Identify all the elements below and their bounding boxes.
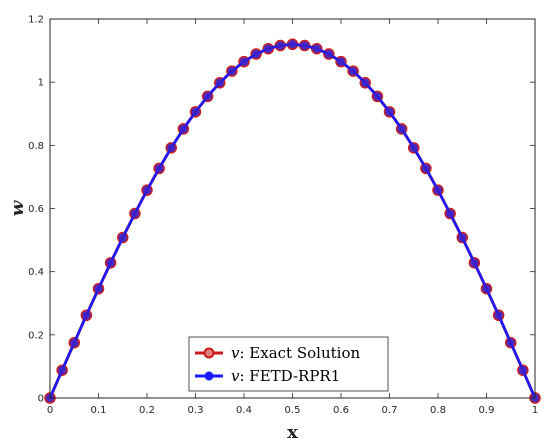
point-fetd [494, 310, 503, 320]
point-fetd [276, 41, 285, 50]
x-axis-title: x [287, 422, 298, 443]
x-tick-label: 0.4 [236, 405, 252, 416]
x-tick-label: 0.6 [333, 405, 349, 416]
y-tick-label: 0.4 [28, 267, 44, 278]
x-tick-label: 0.8 [430, 405, 446, 416]
x-tick-label: 0.3 [188, 405, 204, 416]
point-fetd [142, 185, 152, 195]
point-fetd [506, 338, 516, 348]
point-fetd [191, 107, 200, 117]
point-fetd [457, 233, 467, 242]
point-fetd [421, 164, 431, 173]
point-fetd [239, 57, 249, 66]
x-tick-label: 0.1 [91, 405, 107, 416]
legend-entry-exact: v: Exact Solution [195, 344, 360, 362]
y-tick-label: 0.8 [28, 141, 44, 152]
legend-var-fetd: v [231, 367, 240, 385]
point-fetd [227, 66, 237, 76]
point-fetd [397, 124, 406, 134]
x-tick-label: 0.5 [285, 405, 301, 416]
point-fetd [518, 365, 528, 375]
point-fetd [470, 258, 479, 268]
legend-var-exact: v [231, 344, 240, 362]
point-fetd [118, 233, 128, 242]
x-tick-label: 0 [47, 405, 53, 416]
point-fetd [179, 124, 188, 134]
point-fetd [166, 143, 176, 153]
point-fetd [215, 78, 225, 88]
point-fetd [312, 44, 322, 53]
x-tick-label: 0.7 [382, 405, 398, 416]
point-fetd [263, 44, 273, 53]
point-fetd [57, 365, 67, 375]
point-fetd [154, 164, 164, 173]
point-fetd [94, 284, 103, 294]
legend-entry-fetd: v: FETD-RPR1 [195, 367, 340, 385]
point-fetd [203, 92, 212, 101]
point-fetd [360, 78, 370, 88]
point-fetd [373, 92, 382, 101]
point-fetd [300, 41, 309, 50]
point-fetd [409, 143, 419, 153]
point-fetd [130, 209, 140, 218]
point-fetd [69, 338, 79, 348]
y-tick-label: 0.2 [28, 330, 44, 341]
point-fetd [385, 107, 394, 117]
y-tick-label: 0.6 [28, 204, 44, 215]
point-fetd [348, 66, 358, 76]
y-tick-label: 0 [38, 394, 44, 405]
point-fetd [82, 310, 91, 320]
point-fetd [336, 57, 346, 66]
y-tick-label: 1 [38, 78, 44, 89]
legend-label-exact: v: Exact Solution [231, 344, 360, 362]
legend-swatch-fetd-marker [204, 371, 214, 381]
legend-label-fetd: v: FETD-RPR1 [231, 367, 340, 385]
point-fetd [445, 209, 455, 218]
legend: v: Exact Solution v: FETD-RPR1 [188, 336, 389, 392]
series-layer [44, 38, 541, 404]
legend-box [188, 336, 389, 392]
x-tick-label: 0.9 [479, 405, 495, 416]
point-fetd [288, 39, 297, 49]
plot-frame [49, 18, 536, 399]
legend-swatch-exact-marker [203, 347, 215, 359]
axis-ticks: 0 0.1 0.2 0.3 0.4 0.5 0.6 0.7 0.8 0.9 1 0 0.2 0.4 0.6 0… [28, 15, 538, 417]
point-fetd [482, 284, 491, 294]
x-tick-label: 1 [532, 405, 538, 416]
x-tick-label: 0.2 [139, 405, 155, 416]
point-fetd [324, 49, 334, 59]
point-fetd [106, 258, 115, 268]
y-axis-title: w [7, 199, 28, 216]
legend-text-fetd: : FETD-RPR1 [239, 367, 340, 385]
point-fetd [433, 185, 443, 195]
point-fetd [251, 49, 261, 59]
legend-text-exact: : Exact Solution [239, 344, 360, 362]
y-tick-label: 1.2 [28, 15, 44, 26]
